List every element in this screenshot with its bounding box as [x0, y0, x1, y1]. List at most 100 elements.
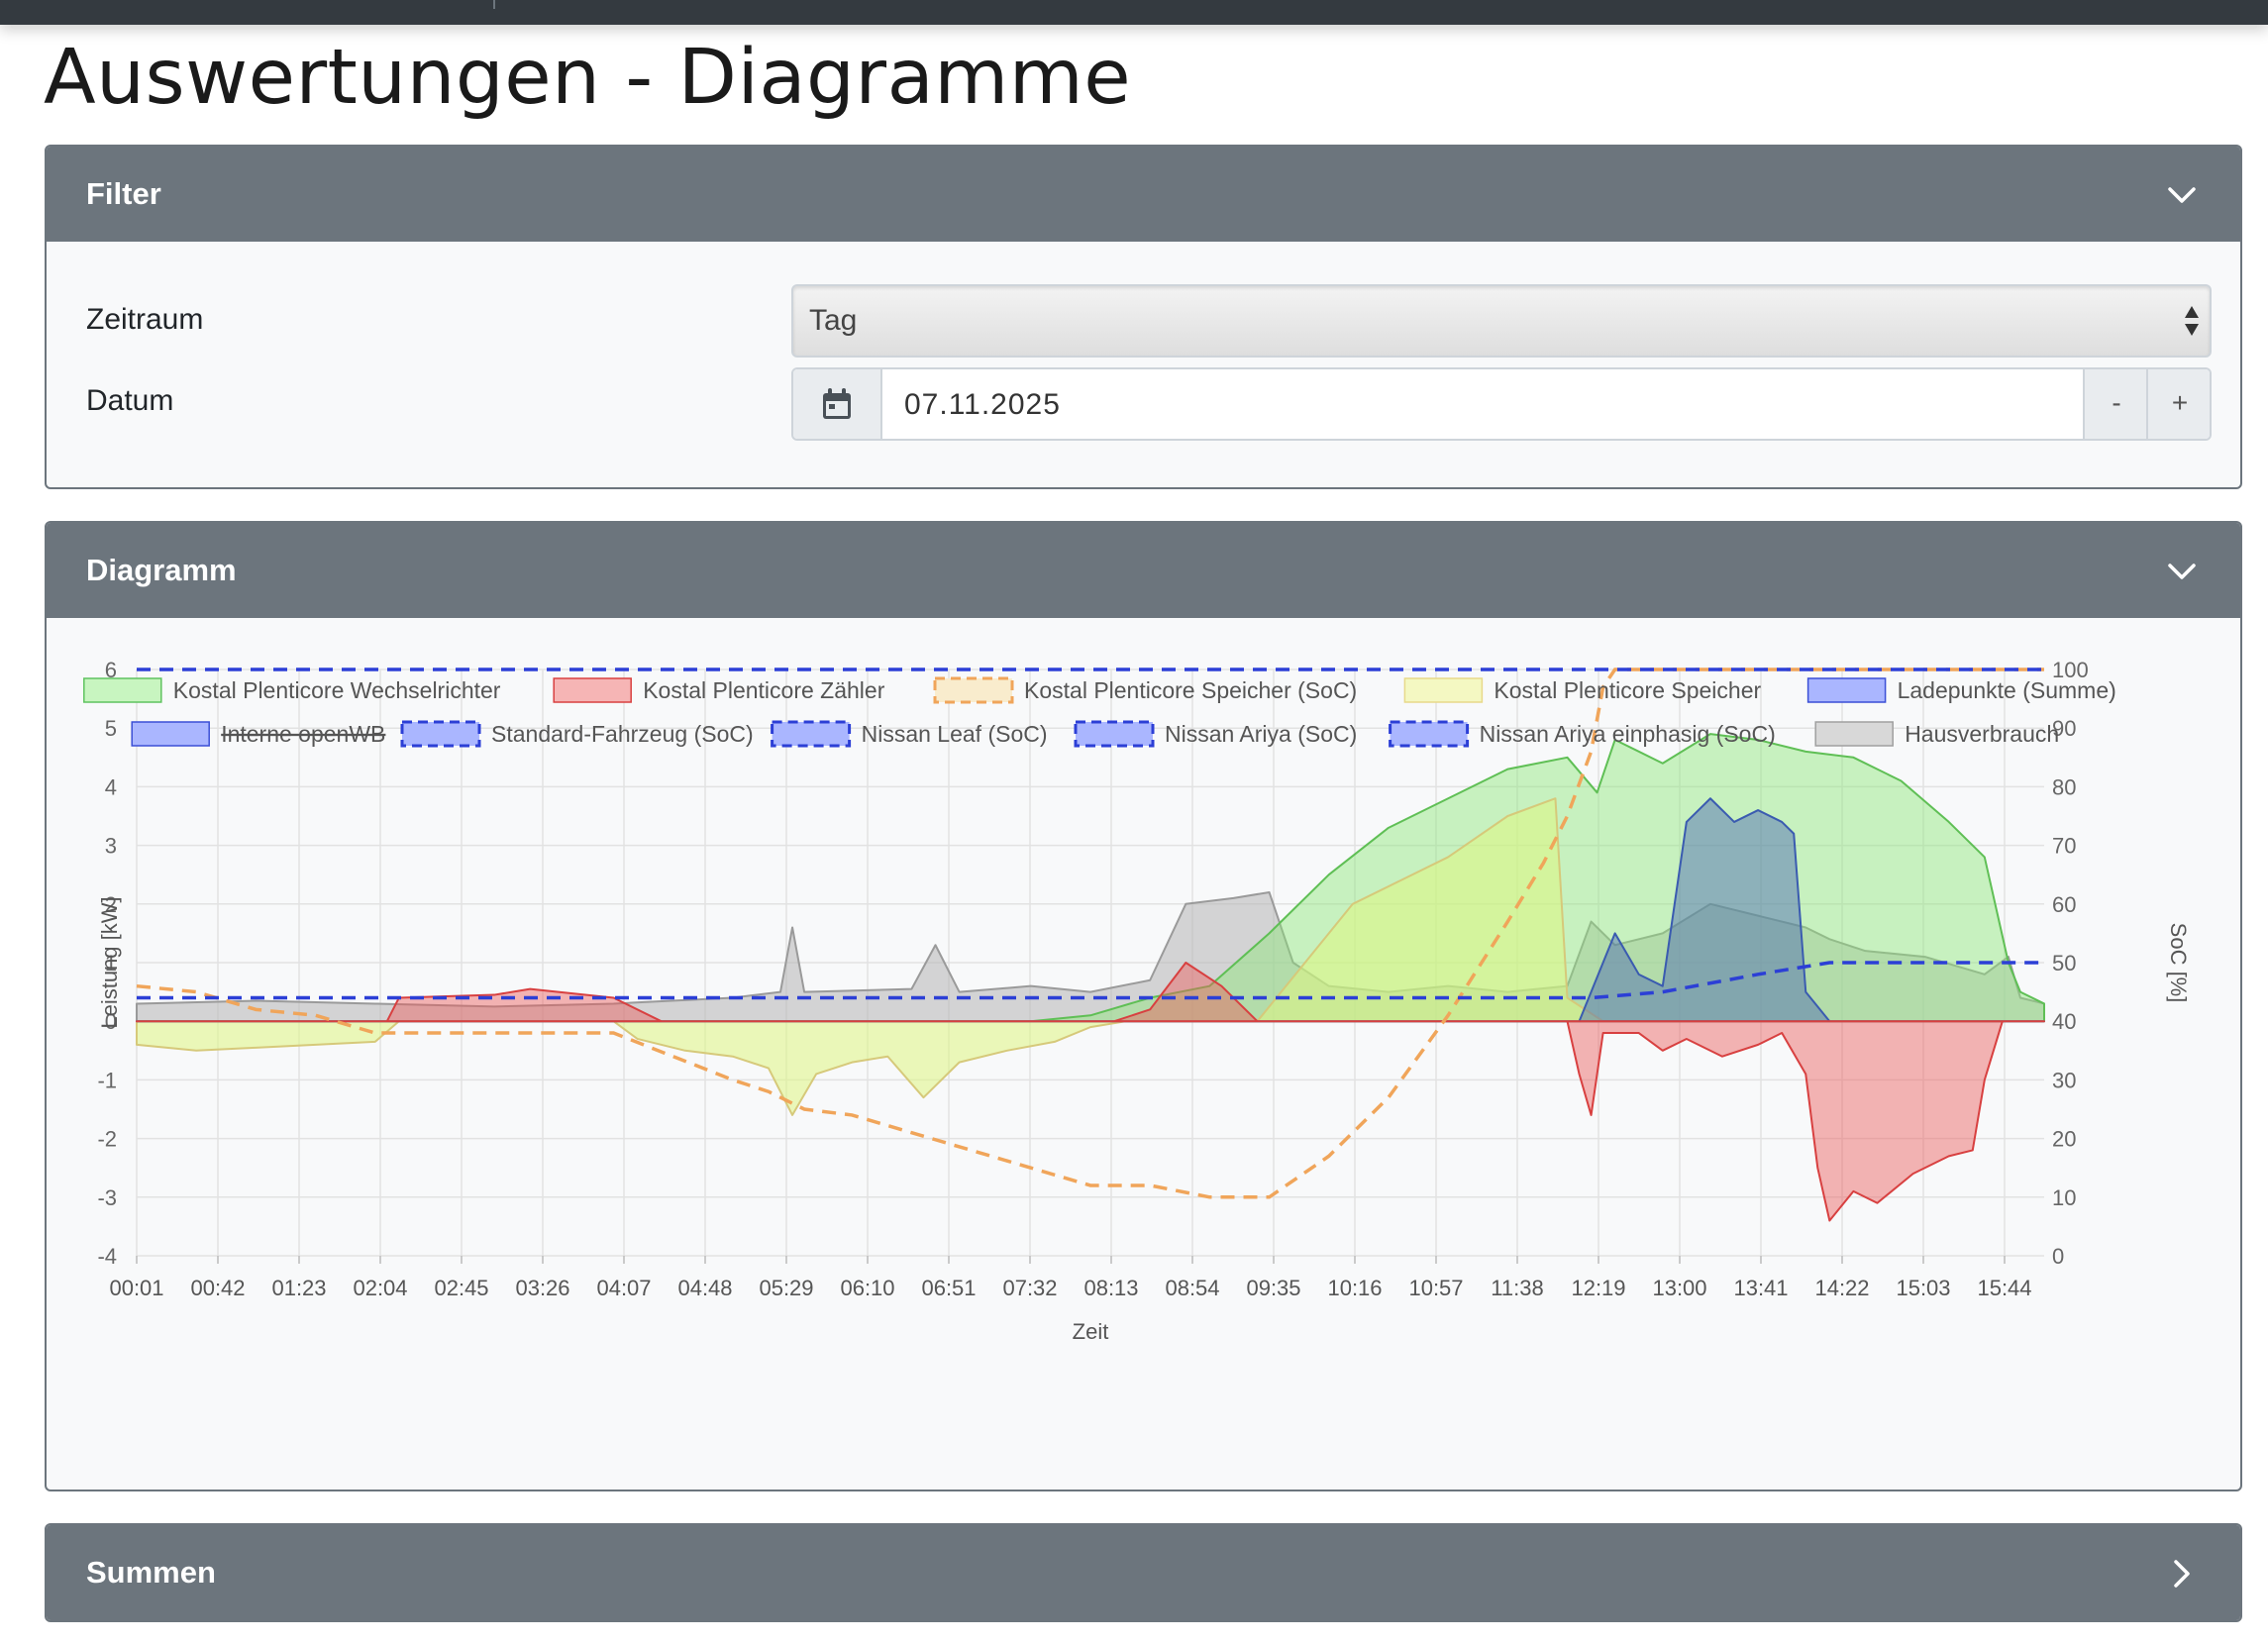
legend-item: Hausverbrauch [1814, 721, 2059, 747]
legend-label: Standard-Fahrzeug (SoC) [491, 721, 754, 747]
diagramm-card-header[interactable]: Diagramm [47, 523, 2240, 618]
series-area [136, 797, 2045, 1116]
y2-tick-label: 0 [2052, 1244, 2064, 1269]
x-tick-label: 04:07 [596, 1276, 651, 1300]
zeitraum-label: Zeitraum [86, 303, 204, 336]
y-tick-label: -2 [97, 1127, 117, 1152]
y-tick-label: 1 [105, 951, 117, 976]
y-axis-label: Leistung [kW] [97, 896, 122, 1028]
x-axis-label: Zeit [1073, 1319, 1109, 1344]
legend-swatch [1814, 721, 1894, 747]
legend-swatch [1074, 720, 1155, 748]
legend-label: Nissan Ariya (SoC) [1165, 721, 1357, 747]
x-tick-label: 06:51 [921, 1276, 976, 1300]
filter-card: Filter Zeitraum Tag Datum 07.11.2025 - + [45, 145, 2242, 489]
y2-tick-label: 70 [2052, 834, 2076, 859]
x-tick-label: 00:01 [109, 1276, 163, 1300]
y-tick-label: -3 [97, 1185, 117, 1210]
legend-swatch [83, 677, 162, 703]
legend-swatch [131, 721, 210, 747]
legend-item: Kostal Plenticore Speicher (SoC) [933, 676, 1357, 704]
y-tick-label: 4 [105, 774, 117, 799]
y2-tick-label: 50 [2052, 951, 2076, 976]
legend-label: Ladepunkte (Summe) [1898, 677, 2116, 703]
y2-tick-label: 30 [2052, 1068, 2076, 1092]
series-area [136, 797, 2045, 1023]
y-tick-label: 6 [105, 658, 117, 682]
y-tick-label: 0 [105, 1009, 117, 1034]
legend-label: Kostal Plenticore Wechselrichter [173, 677, 501, 703]
page-title: Auswertungen - Diagramme [44, 34, 1132, 122]
x-tick-label: 08:54 [1165, 1276, 1219, 1300]
date-plus-button[interactable]: + [2146, 369, 2210, 439]
navbar-separator [493, 0, 495, 9]
legend-label: Hausverbrauch [1905, 721, 2059, 747]
power-chart: 6543210-1-2-3-4100908070605040302010000:… [83, 658, 2191, 1344]
legend-swatch [553, 677, 632, 703]
y2-tick-label: 60 [2052, 892, 2076, 917]
legend-label: Nissan Leaf (SoC) [862, 721, 1048, 747]
legend-item: Standard-Fahrzeug (SoC) [400, 720, 754, 748]
x-tick-label: 14:22 [1814, 1276, 1869, 1300]
legend-item: Interne openWB [131, 721, 385, 747]
x-tick-label: 08:13 [1083, 1276, 1138, 1300]
summen-card-title: Summen [86, 1555, 216, 1590]
y2-tick-label: 40 [2052, 1009, 2076, 1034]
x-tick-label: 10:16 [1327, 1276, 1382, 1300]
filter-card-header[interactable]: Filter [47, 147, 2240, 242]
x-tick-label: 03:26 [515, 1276, 569, 1300]
x-tick-label: 07:32 [1002, 1276, 1057, 1300]
legend-label: Kostal Plenticore Zähler [643, 677, 885, 703]
y2-tick-label: 100 [2052, 658, 2089, 682]
y2-tick-label: 20 [2052, 1127, 2076, 1152]
legend-label: Interne openWB [221, 721, 385, 747]
chevron-right-icon[interactable] [2167, 1559, 2197, 1589]
legend-swatch [400, 720, 481, 748]
x-tick-label: 00:42 [190, 1276, 245, 1300]
y2-tick-label: 10 [2052, 1185, 2076, 1210]
series-area [136, 962, 2045, 1222]
y-tick-label: 5 [105, 716, 117, 741]
date-minus-button[interactable]: - [2083, 369, 2148, 439]
x-tick-label: 02:04 [353, 1276, 407, 1300]
x-tick-label: 02:45 [434, 1276, 488, 1300]
x-tick-label: 11:38 [1491, 1276, 1543, 1300]
legend-swatch [1806, 677, 1887, 703]
x-tick-label: 12:19 [1571, 1276, 1625, 1300]
chevron-down-icon[interactable] [2167, 557, 2197, 586]
y-tick-label: 2 [105, 892, 117, 917]
x-tick-label: 05:29 [759, 1276, 813, 1300]
series-area [136, 733, 2045, 1023]
y-tick-label: -1 [97, 1068, 117, 1092]
filter-card-title: Filter [86, 176, 161, 211]
datum-input[interactable]: 07.11.2025 [904, 388, 1061, 421]
legend-swatch [771, 720, 852, 748]
legend-item: Kostal Plenticore Zähler [553, 677, 885, 703]
x-tick-label: 10:57 [1408, 1276, 1463, 1300]
legend-label: Kostal Plenticore Speicher [1494, 677, 1761, 703]
legend-item: Nissan Ariya einphasig (SoC) [1389, 720, 1776, 748]
datum-input-group: 07.11.2025 - + [791, 367, 2212, 441]
x-tick-label: 13:41 [1733, 1276, 1788, 1300]
legend-item: Ladepunkte (Summe) [1806, 677, 2116, 703]
zeitraum-select[interactable]: Tag [791, 284, 2212, 358]
legend-item: Kostal Plenticore Wechselrichter [83, 677, 501, 703]
summen-card-header[interactable]: Summen [47, 1525, 2240, 1620]
y2-tick-label: 80 [2052, 774, 2076, 799]
legend-item: Kostal Plenticore Speicher [1403, 677, 1761, 703]
diagramm-card: Diagramm 6 5 4 3 2 1 0 -1 -2 -3 -4 100 90 80 70 60 50 40 3… [45, 521, 2242, 1491]
x-tick-label: 13:00 [1652, 1276, 1706, 1300]
x-tick-label: 09:35 [1246, 1276, 1300, 1300]
chart-plot-group: 6543210-1-2-3-4100908070605040302010000:… [83, 658, 2191, 1344]
calendar-button[interactable] [793, 369, 882, 439]
datum-label: Datum [86, 384, 174, 417]
y-tick-label: 3 [105, 834, 117, 859]
calendar-icon [823, 388, 851, 419]
summen-card: Summen [45, 1523, 2242, 1622]
x-tick-label: 06:10 [840, 1276, 894, 1300]
top-navbar [0, 0, 2268, 25]
chevron-down-icon[interactable] [2167, 180, 2197, 210]
y2-tick-label: 90 [2052, 716, 2076, 741]
legend-item: Nissan Ariya (SoC) [1074, 720, 1357, 748]
y2-axis-label: SoC [%] [2166, 923, 2191, 1003]
